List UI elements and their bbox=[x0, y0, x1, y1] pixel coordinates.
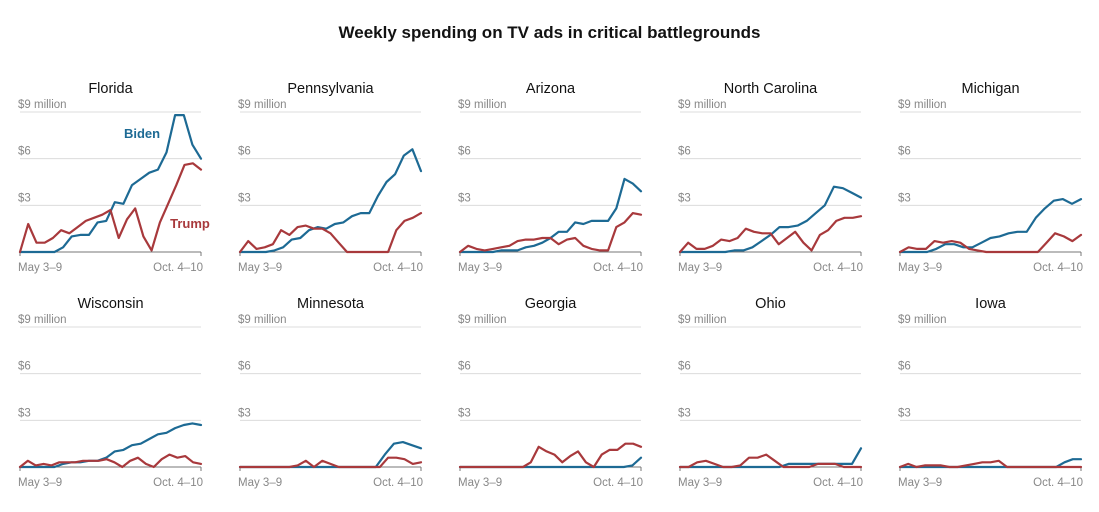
y-tick-label: $3 bbox=[238, 192, 251, 204]
y-tick-label: $6 bbox=[898, 146, 911, 158]
x-tick-label: Oct. 4–10 bbox=[593, 477, 643, 489]
x-tick-label: May 3–9 bbox=[458, 262, 502, 274]
x-tick-label: Oct. 4–10 bbox=[1033, 262, 1083, 274]
x-tick-label: May 3–9 bbox=[458, 477, 502, 489]
series-label-trump: Trump bbox=[170, 216, 210, 231]
series-line-trump bbox=[238, 212, 423, 254]
series-line-trump bbox=[678, 453, 863, 469]
series-line-biden bbox=[458, 177, 643, 254]
y-tick-label: $3 bbox=[678, 407, 691, 419]
y-tick-label: $9 million bbox=[458, 99, 507, 111]
series-line-biden bbox=[18, 113, 203, 254]
series-line-biden bbox=[18, 422, 203, 469]
y-tick-label: $3 bbox=[898, 192, 911, 204]
y-tick-label: $6 bbox=[18, 146, 31, 158]
series-line-trump bbox=[678, 215, 863, 254]
series-line-trump bbox=[898, 232, 1083, 254]
y-tick-label: $9 million bbox=[18, 99, 67, 111]
y-tick-label: $3 bbox=[458, 407, 471, 419]
state-panel-florida: Florida $9 million $6 $3 May 3–9 Oct. 4–10 Bid… bbox=[18, 81, 210, 274]
y-tick-label: $6 bbox=[678, 146, 691, 158]
y-tick-label: $9 million bbox=[898, 99, 947, 111]
panel-title: Iowa bbox=[975, 296, 1007, 312]
y-tick-label: $6 bbox=[238, 361, 251, 373]
panel-title: Ohio bbox=[755, 296, 786, 312]
y-tick-label: $9 million bbox=[678, 99, 727, 111]
state-panel-pennsylvania: Pennsylvania$9 million $6 $3 May 3–9 Oct. 4–… bbox=[238, 81, 423, 274]
x-tick-label: Oct. 4–10 bbox=[373, 477, 423, 489]
panel-title: North Carolina bbox=[724, 81, 818, 97]
state-panel-ohio: Ohio $9 million $6 $3 May 3–9 Oct. 4–10 bbox=[678, 296, 863, 489]
panel-title: Georgia bbox=[525, 296, 578, 312]
series-label-biden: Biden bbox=[124, 126, 160, 141]
panel-title: Wisconsin bbox=[77, 296, 143, 312]
y-tick-label: $3 bbox=[678, 192, 691, 204]
x-tick-label: May 3–9 bbox=[898, 262, 942, 274]
y-tick-label: $9 million bbox=[898, 314, 947, 326]
x-tick-label: Oct. 4–10 bbox=[153, 477, 203, 489]
panel-title: Pennsylvania bbox=[287, 81, 374, 97]
series-line-trump bbox=[18, 453, 203, 469]
y-tick-label: $6 bbox=[458, 146, 471, 158]
y-tick-label: $6 bbox=[458, 361, 471, 373]
series-line-trump bbox=[458, 442, 643, 469]
chart-title: Weekly spending on TV ads in critical ba… bbox=[338, 23, 761, 42]
x-tick-label: Oct. 4–10 bbox=[1033, 477, 1083, 489]
x-tick-label: May 3–9 bbox=[678, 477, 722, 489]
state-panel-georgia: Georgia $9 million $6 $3 May 3–9 Oct. 4–10 bbox=[458, 296, 643, 489]
x-tick-label: Oct. 4–10 bbox=[813, 477, 863, 489]
x-tick-label: May 3–9 bbox=[238, 477, 282, 489]
y-tick-label: $3 bbox=[18, 407, 31, 419]
state-panel-wisconsin: Wisconsin $9 million $6 $3 May 3–9 Oct. 4–10 bbox=[18, 296, 203, 489]
series-line-biden bbox=[238, 148, 423, 254]
y-tick-label: $3 bbox=[238, 407, 251, 419]
x-tick-label: May 3–9 bbox=[18, 477, 62, 489]
series-line-trump bbox=[458, 212, 643, 254]
x-tick-label: May 3–9 bbox=[18, 262, 62, 274]
state-panel-arizona: Arizona $9 million $6 $3 May 3–9 Oct. 4–10 bbox=[458, 81, 643, 274]
series-line-biden bbox=[678, 185, 863, 254]
series-line-trump bbox=[18, 162, 203, 254]
x-tick-label: May 3–9 bbox=[678, 262, 722, 274]
y-tick-label: $9 million bbox=[458, 314, 507, 326]
y-tick-label: $3 bbox=[18, 192, 31, 204]
y-tick-label: $9 million bbox=[238, 314, 287, 326]
state-panel-iowa: Iowa $9 million $6 $3 May 3–9 Oct. 4–10 bbox=[898, 296, 1083, 489]
state-panel-north-carolina: North Carolina $9 million $6 $3 May 3–9 Oct. … bbox=[678, 81, 863, 274]
y-tick-label: $6 bbox=[678, 361, 691, 373]
y-tick-label: $9 million bbox=[238, 99, 287, 111]
state-panel-michigan: Michigan $9 million $6 $3 May 3–9 Oct. 4–10 bbox=[898, 81, 1083, 274]
y-tick-label: $6 bbox=[898, 361, 911, 373]
state-panel-minnesota: Minnesota $9 million $6 $3 May 3–9 Oct. 4–10 bbox=[238, 296, 423, 489]
x-tick-label: Oct. 4–10 bbox=[153, 262, 203, 274]
y-tick-label: $9 million bbox=[678, 314, 727, 326]
panel-title: Michigan bbox=[961, 81, 1019, 97]
x-tick-label: Oct. 4–10 bbox=[593, 262, 643, 274]
series-line-biden bbox=[898, 198, 1083, 254]
y-tick-label: $9 million bbox=[18, 314, 67, 326]
panel-title: Minnesota bbox=[297, 296, 365, 312]
y-tick-label: $6 bbox=[18, 361, 31, 373]
y-tick-label: $3 bbox=[898, 407, 911, 419]
x-tick-label: May 3–9 bbox=[898, 477, 942, 489]
y-tick-label: $3 bbox=[458, 192, 471, 204]
x-tick-label: Oct. 4–10 bbox=[373, 262, 423, 274]
y-tick-label: $6 bbox=[238, 146, 251, 158]
panel-title: Florida bbox=[88, 81, 133, 97]
series-line-trump bbox=[898, 459, 1083, 469]
x-tick-label: Oct. 4–10 bbox=[813, 262, 863, 274]
series-line-trump bbox=[238, 456, 423, 469]
series-line-biden bbox=[458, 456, 643, 469]
x-tick-label: May 3–9 bbox=[238, 262, 282, 274]
panel-title: Arizona bbox=[526, 81, 576, 97]
